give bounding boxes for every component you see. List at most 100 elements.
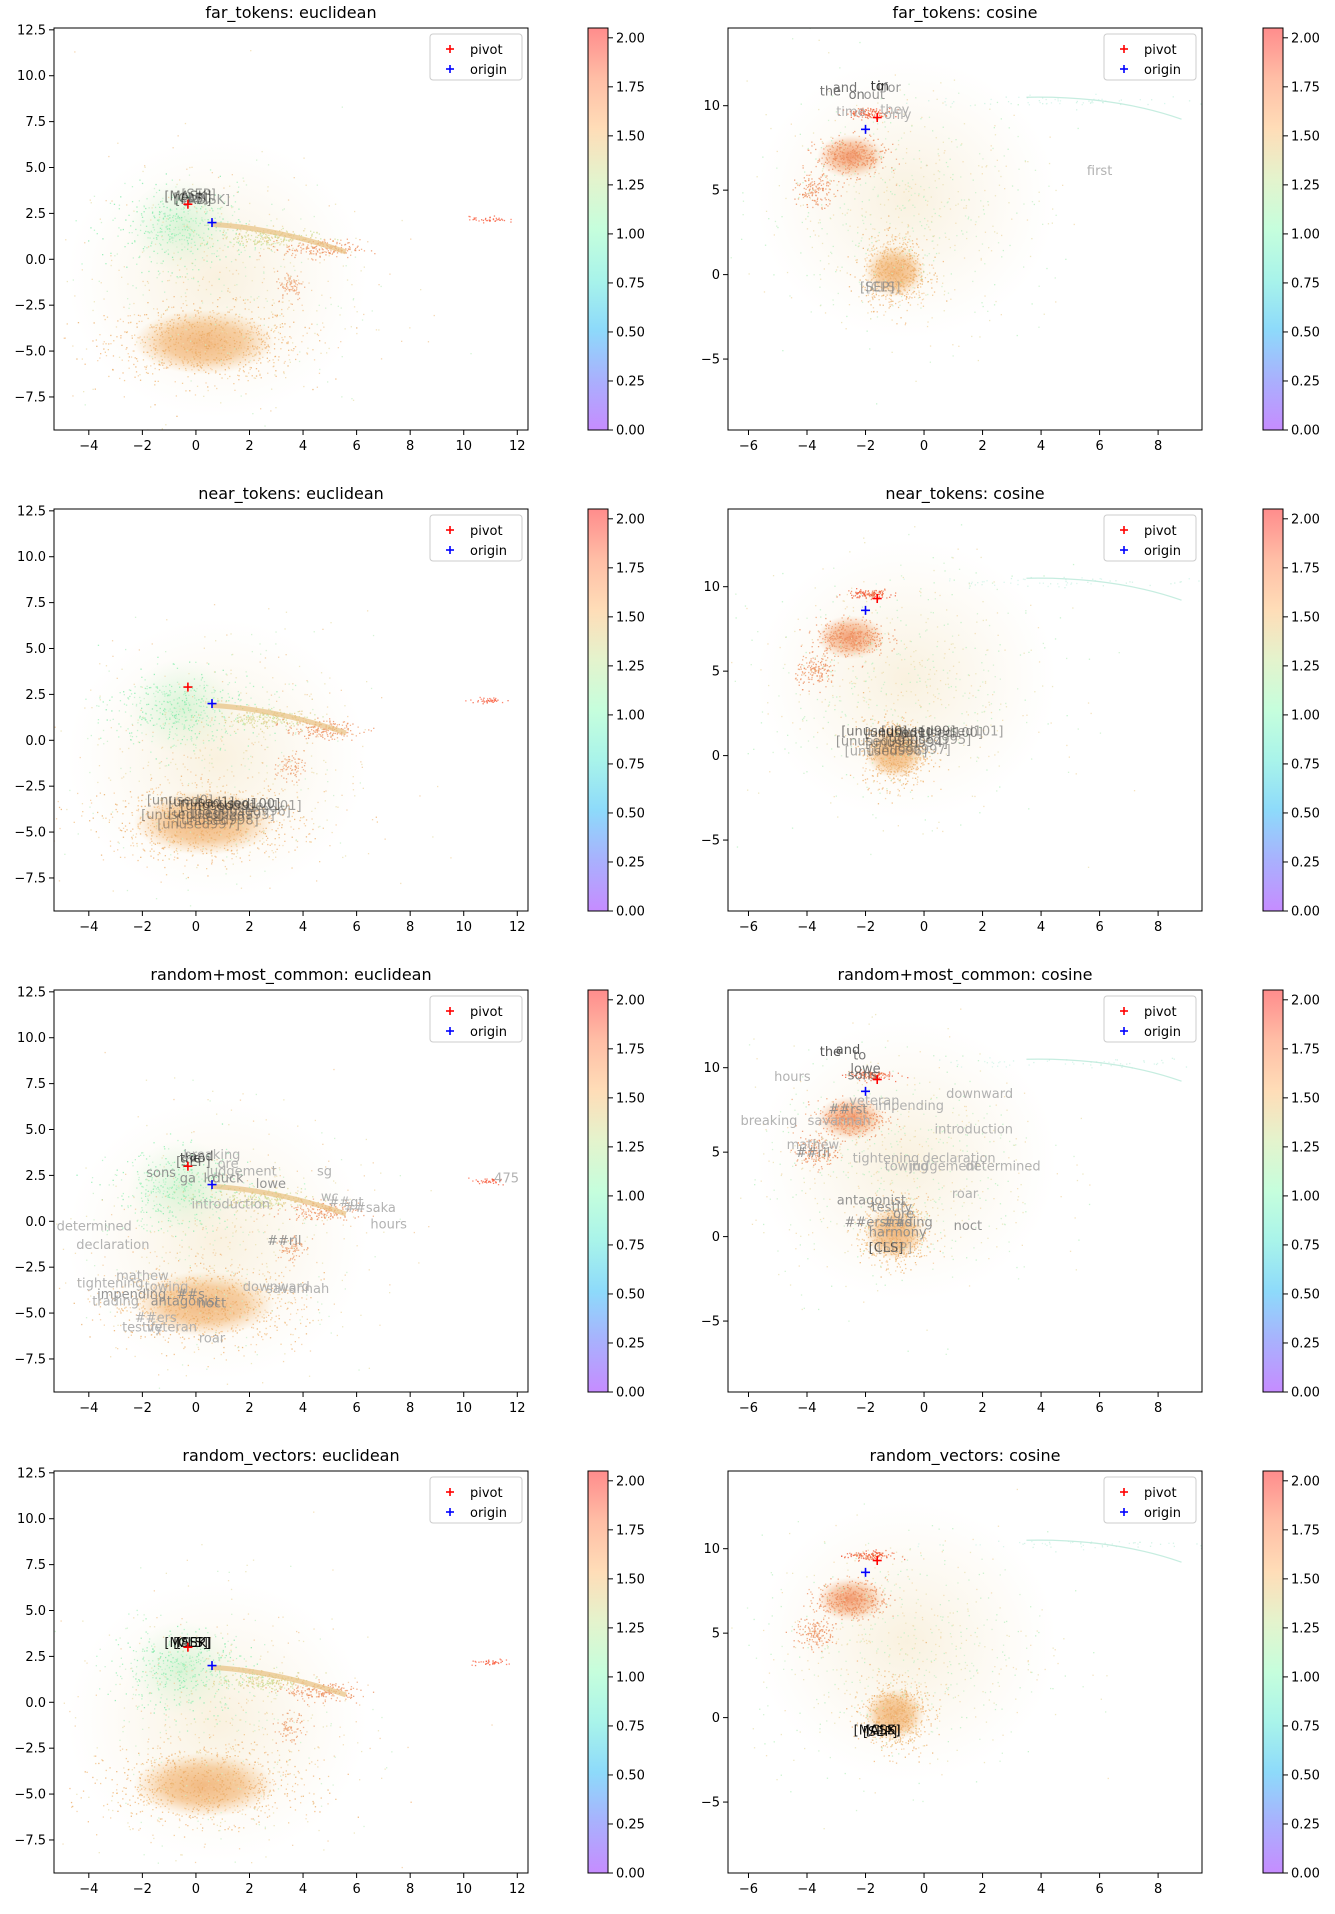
embedding-point	[279, 324, 281, 326]
embedding-point	[153, 237, 155, 239]
embedding-point	[238, 348, 240, 350]
embedding-point	[877, 194, 879, 196]
embedding-point	[870, 164, 872, 166]
embedding-point	[205, 382, 207, 384]
embedding-point	[900, 263, 902, 265]
embedding-point	[139, 229, 142, 232]
embedding-point	[855, 148, 857, 150]
embedding-point	[886, 108, 888, 111]
embedding-point	[250, 328, 253, 330]
embedding-point	[189, 359, 192, 362]
embedding-point	[166, 309, 168, 311]
embedding-point	[271, 304, 273, 306]
embedding-point	[894, 149, 897, 151]
embedding-point	[183, 239, 186, 241]
embedding-point	[919, 264, 921, 266]
embedding-point	[900, 209, 902, 211]
embedding-point	[276, 281, 278, 283]
embedding-point	[142, 280, 144, 283]
embedding-point	[165, 813, 167, 815]
embedding-point	[272, 225, 275, 227]
embedding-point	[848, 168, 851, 170]
embedding-point	[104, 318, 106, 321]
embedding-point	[870, 152, 872, 154]
embedding-point	[497, 218, 499, 221]
embedding-point	[860, 110, 862, 112]
embedding-point	[957, 203, 959, 205]
embedding-point	[93, 301, 95, 303]
y-tick-label: −5.0	[14, 345, 46, 360]
embedding-point	[215, 371, 217, 373]
embedding-point	[216, 250, 218, 252]
embedding-point	[864, 113, 866, 115]
embedding-point	[871, 279, 873, 281]
embedding-point	[196, 207, 198, 210]
embedding-point	[248, 238, 250, 240]
embedding-point	[887, 266, 889, 269]
embedding-point	[188, 237, 190, 239]
embedding-point	[127, 353, 129, 355]
embedding-point	[182, 223, 184, 225]
embedding-point	[251, 331, 253, 333]
y-tick-label: 0.0	[25, 253, 46, 268]
embedding-point	[208, 334, 210, 336]
embedding-point	[900, 259, 903, 262]
embedding-point	[286, 342, 288, 345]
embedding-point	[906, 291, 908, 293]
embedding-point	[891, 193, 893, 195]
embedding-point	[241, 236, 243, 239]
embedding-point	[150, 365, 152, 367]
embedding-point	[212, 819, 214, 821]
embedding-point	[265, 835, 268, 837]
embedding-point	[961, 143, 963, 145]
embedding-point	[272, 366, 274, 368]
embedding-point	[307, 244, 309, 246]
embedding-point	[181, 238, 183, 240]
embedding-point	[876, 316, 879, 318]
embedding-point	[206, 350, 208, 352]
embedding-point	[206, 832, 208, 834]
embedding-point	[251, 318, 253, 320]
embedding-point	[839, 150, 841, 153]
embedding-point	[282, 286, 284, 288]
embedding-point	[870, 160, 872, 162]
embedding-point	[278, 833, 280, 836]
embedding-point	[152, 226, 154, 228]
embedding-point	[862, 150, 864, 152]
embedding-point	[898, 185, 901, 187]
embedding-point	[158, 211, 161, 213]
embedding-point	[887, 265, 889, 267]
embedding-point	[828, 182, 830, 184]
embedding-point	[887, 199, 890, 201]
embedding-point	[949, 158, 951, 160]
embedding-point	[279, 244, 281, 246]
embedding-point	[148, 270, 150, 273]
embedding-point	[286, 280, 288, 282]
embedding-point	[809, 183, 811, 185]
embedding-point	[841, 141, 843, 143]
embedding-point	[913, 290, 915, 293]
embedding-point	[850, 162, 852, 164]
embedding-point	[858, 152, 860, 154]
embedding-point	[177, 226, 180, 228]
embedding-point	[275, 407, 277, 409]
embedding-point	[284, 323, 286, 325]
embedding-point	[315, 259, 317, 261]
embedding-point	[174, 815, 176, 817]
embedding-point	[189, 820, 191, 822]
embedding-point	[144, 341, 146, 344]
embedding-point	[166, 837, 168, 839]
embedding-point	[141, 843, 143, 845]
embedding-point	[127, 322, 130, 324]
embedding-point	[124, 246, 126, 248]
embedding-point	[794, 135, 796, 137]
embedding-point	[935, 162, 937, 165]
embedding-point	[837, 189, 839, 192]
embedding-point	[966, 237, 968, 240]
embedding-point	[206, 836, 208, 839]
y-tick-label: 2.5	[25, 207, 46, 222]
embedding-point	[161, 343, 163, 345]
embedding-point	[910, 293, 913, 295]
embedding-point	[901, 275, 903, 277]
embedding-point	[887, 248, 889, 250]
